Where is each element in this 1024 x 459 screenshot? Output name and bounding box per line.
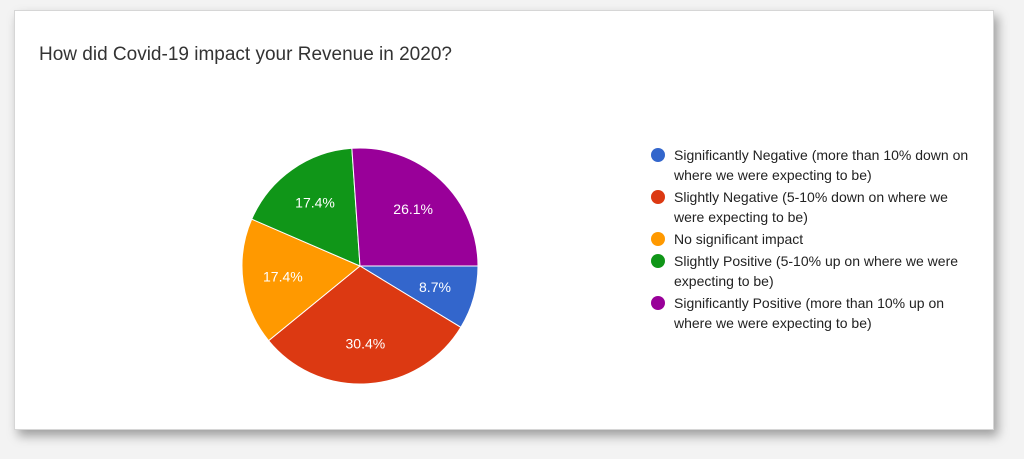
legend-label: Slightly Negative (5-10% down on where w… (674, 189, 948, 225)
legend-swatch-icon (651, 296, 665, 310)
legend-label: Slightly Positive (5-10% up on where we … (674, 253, 959, 289)
legend-swatch-icon (651, 232, 665, 246)
chart-title: How did Covid-19 impact your Revenue in … (39, 44, 452, 65)
legend-label: Significantly Negative (more than 10% do… (674, 147, 969, 183)
pie-slice-label-4: 17.4% (295, 194, 335, 210)
pie-slice-2[interactable] (267, 265, 462, 385)
pie-slice-label-2: 30.4% (346, 336, 386, 352)
legend-item-3[interactable]: No significant impact (651, 229, 971, 249)
chart-legend: Significantly Negative (more than 10% do… (651, 145, 971, 335)
legend-item-2[interactable]: Slightly Negative (5-10% down on where w… (651, 187, 971, 227)
legend-swatch-icon (651, 148, 665, 162)
legend-item-4[interactable]: Slightly Positive (5-10% up on where we … (651, 251, 971, 291)
pie-slice-label-3: 17.4% (263, 269, 303, 285)
legend-swatch-icon (651, 254, 665, 268)
pie-slice-4[interactable] (251, 147, 361, 267)
legend-item-1[interactable]: Significantly Negative (more than 10% do… (651, 145, 971, 185)
legend-item-5[interactable]: Significantly Positive (more than 10% up… (651, 293, 971, 333)
legend-label: No significant impact (674, 231, 804, 247)
chart-card: How did Covid-19 impact your Revenue in … (14, 10, 994, 430)
pie-chart: 8.7% 30.4% 17.4% 17.4% 26.1% (241, 147, 479, 385)
pie-slice-label-5: 26.1% (393, 201, 433, 217)
legend-swatch-icon (651, 190, 665, 204)
pie-slice-label-1: 8.7% (419, 279, 451, 295)
pie-slice-5[interactable] (351, 147, 479, 267)
legend-label: Significantly Positive (more than 10% up… (674, 295, 945, 331)
pie-slice-3[interactable] (241, 218, 361, 342)
